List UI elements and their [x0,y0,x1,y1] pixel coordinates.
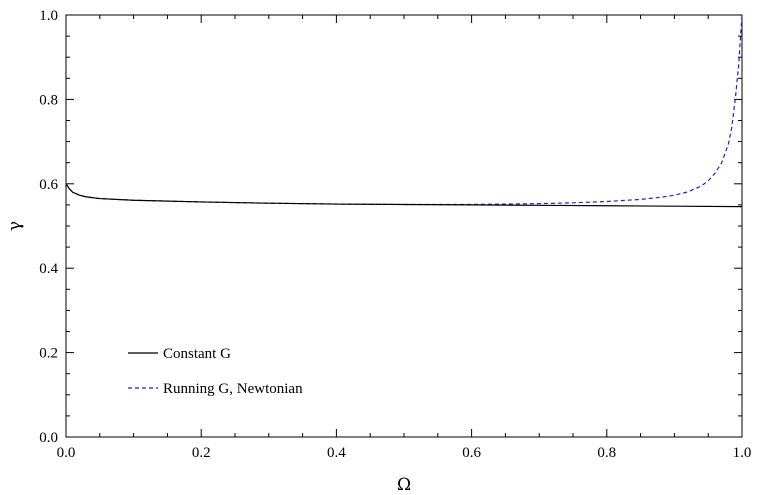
y-axis-label: γ [5,221,25,231]
y-tick-label: 1.0 [39,8,58,24]
y-tick-label: 0.2 [39,346,58,362]
y-tick-label: 0.8 [39,92,58,108]
plot-frame [65,14,743,438]
x-tick-label: 0.2 [192,445,211,461]
legend-label-running-g: Running G, Newtonian [163,381,303,397]
y-tick-label: 0.6 [39,177,58,193]
x-tick-label: 1.0 [733,445,752,461]
series-line-running-g [65,14,743,206]
y-tick-label: 0.0 [39,430,58,446]
x-tick-label: 0.8 [597,445,616,461]
y-tick-label: 0.4 [39,261,58,277]
x-tick-label: 0.6 [462,445,481,461]
series-line-constant-g [65,183,743,208]
x-tick-label: 0.0 [57,445,76,461]
x-tick-label: 0.4 [327,445,346,461]
axis-ticks [65,14,743,438]
series-layer [65,14,743,208]
legend-label-constant-g: Constant G [163,346,231,362]
legend: Constant G Running G, Newtonian [128,346,303,397]
y-tick-labels: 0.0 0.2 0.4 0.6 0.8 1.0 [39,8,58,446]
x-tick-labels: 0.0 0.2 0.4 0.6 0.8 1.0 [57,445,752,461]
x-axis-label: Ω [397,475,411,495]
